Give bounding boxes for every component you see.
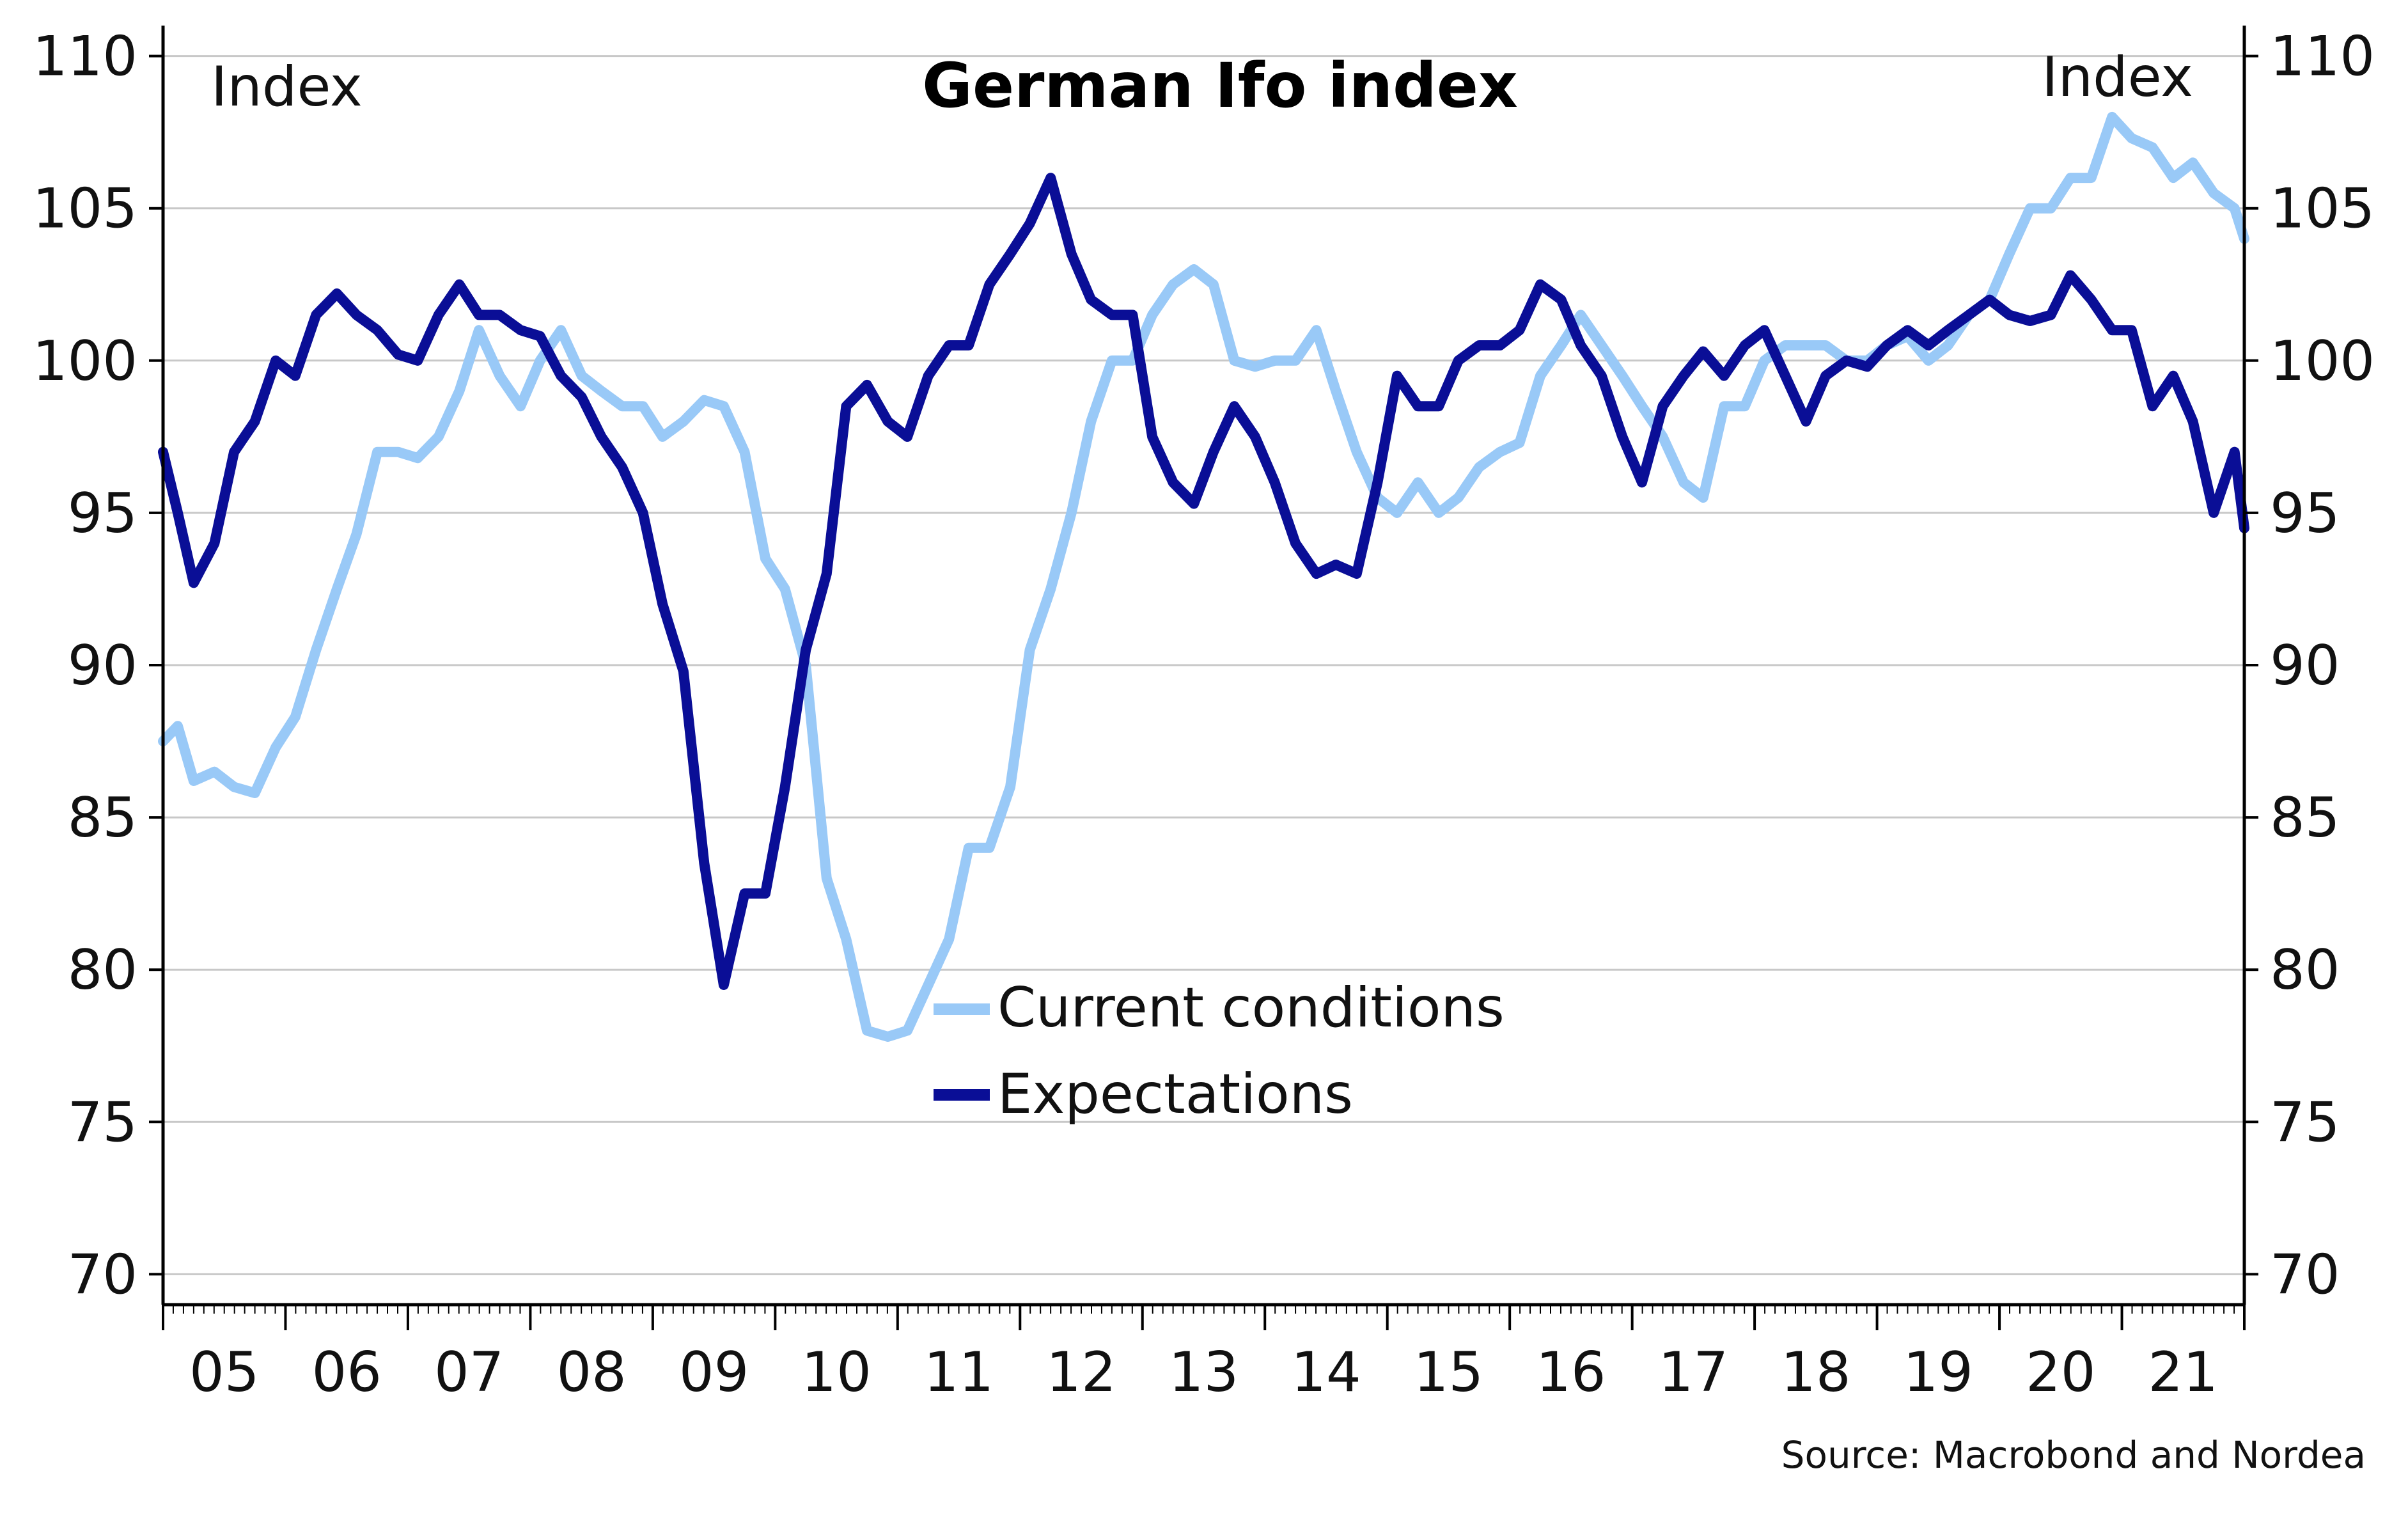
x-tick-label: 05 (189, 1340, 259, 1404)
y-tick-label-right: 100 (2270, 329, 2375, 393)
x-tick-label: 08 (556, 1340, 626, 1404)
source-note: Source: Macrobond and Nordea (1781, 1433, 2366, 1477)
y-tick-label-left: 95 (68, 482, 137, 546)
x-tick-label: 07 (434, 1340, 504, 1404)
y-tick-labels-right: 70 75 80 85 90 95 100 105 110 (2270, 25, 2375, 1307)
y-tick-label-right: 80 (2270, 938, 2340, 1002)
series-line-expectations (163, 178, 2244, 985)
x-tick-label: 13 (1169, 1340, 1239, 1404)
x-tick-label: 12 (1046, 1340, 1116, 1404)
y-tick-label-left: 70 (68, 1243, 137, 1307)
y-tick-label-left: 100 (33, 329, 137, 393)
y-tick-label-right: 95 (2270, 482, 2340, 546)
x-tick-labels: 05 06 07 08 09 10 11 12 13 14 15 16 17 18 19 20 21 (189, 1340, 2218, 1404)
y-tick-label-right: 85 (2270, 786, 2340, 850)
x-tick-label: 11 (924, 1340, 994, 1404)
y-tick-label-right: 110 (2270, 25, 2375, 89)
chart-title: German Ifo index (922, 50, 1518, 122)
y-tick-label-left: 90 (68, 634, 137, 698)
x-tick-label: 10 (801, 1340, 871, 1404)
x-tick-label: 15 (1414, 1340, 1483, 1404)
y-axis-unit-left: Index (211, 55, 363, 119)
y-tick-label-right: 70 (2270, 1243, 2340, 1307)
series-lines (163, 117, 2244, 1037)
x-tick-label: 21 (2148, 1340, 2218, 1404)
x-tick-label: 06 (311, 1340, 381, 1404)
y-tick-label-left: 75 (68, 1090, 137, 1154)
y-tick-label-left: 110 (33, 25, 137, 89)
axes (149, 26, 2258, 1330)
y-axis-unit-right: Index (2042, 45, 2193, 109)
legend-label-expectations: Expectations (997, 1062, 1353, 1126)
y-tick-labels-left: 70 75 80 85 90 95 100 105 110 (33, 25, 137, 1307)
x-tick-label: 18 (1781, 1340, 1850, 1404)
series-line-current-conditions (163, 117, 2244, 1037)
x-tick-label: 20 (2026, 1340, 2095, 1404)
legend: Current conditions Expectations (934, 976, 1505, 1126)
y-tick-label-left: 105 (33, 177, 137, 241)
y-tick-label-right: 75 (2270, 1090, 2340, 1154)
y-tick-label-right: 90 (2270, 634, 2340, 698)
x-tick-label: 19 (1904, 1340, 1973, 1404)
x-tick-label: 17 (1659, 1340, 1728, 1404)
x-tick-label: 16 (1536, 1340, 1606, 1404)
y-tick-label-left: 80 (68, 938, 137, 1002)
y-tick-label-right: 105 (2270, 177, 2375, 241)
x-tick-label: 09 (679, 1340, 749, 1404)
y-tick-label-left: 85 (68, 786, 137, 850)
x-tick-label: 14 (1291, 1340, 1361, 1404)
legend-label-current-conditions: Current conditions (997, 976, 1505, 1040)
